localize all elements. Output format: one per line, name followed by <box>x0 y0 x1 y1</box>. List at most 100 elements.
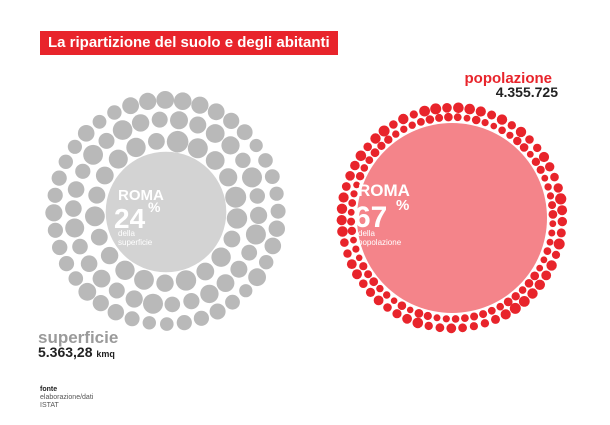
popolazione-small-bubble <box>458 323 467 333</box>
superficie-small-bubble <box>92 269 111 288</box>
popolazione-small-bubble <box>470 312 479 321</box>
superficie-small-bubble <box>51 170 67 186</box>
superficie-small-bubble <box>196 262 215 281</box>
popolazione-small-bubble <box>337 226 348 237</box>
superficie-unit: kmq <box>96 349 115 359</box>
popolazione-small-bubble <box>555 193 567 205</box>
popolazione-small-bubble <box>480 319 490 328</box>
superficie-label: superficie <box>38 328 119 347</box>
superficie-small-bubble <box>92 114 107 129</box>
popolazione-small-bubble <box>338 192 349 203</box>
superficie-small-bubble <box>193 310 209 326</box>
popolazione-small-bubble <box>444 112 453 122</box>
popolazione-small-bubble <box>365 156 374 165</box>
popolazione-small-bubble <box>551 250 561 259</box>
superficie-small-bubble <box>225 186 247 208</box>
popolazione-small-bubble <box>350 160 360 171</box>
popolazione-small-bubble <box>370 133 381 144</box>
popolazione-small-bubble <box>430 103 442 115</box>
popolazione-small-bubble <box>409 110 418 119</box>
popolazione-small-bubble <box>347 226 357 236</box>
popolazione-small-bubble <box>546 192 555 200</box>
popolazione-small-bubble <box>336 203 348 214</box>
superficie-small-bubble <box>239 284 253 298</box>
superficie-small-bubble <box>77 125 95 142</box>
superficie-small-bubble <box>248 268 266 287</box>
superficie-small-bubble <box>65 200 82 217</box>
popolazione-small-bubble <box>369 277 379 287</box>
popolazione-small-bubble <box>419 105 430 117</box>
popolazione-small-bubble <box>496 114 508 125</box>
popolazione-small-bubble <box>363 142 373 152</box>
popolazione-small-bubble <box>400 125 408 133</box>
popolazione-small-bubble <box>498 126 506 135</box>
superficie-small-bubble <box>67 139 82 154</box>
superficie-small-bubble <box>142 316 156 330</box>
popolazione-small-bubble <box>546 260 557 271</box>
popolazione-small-bubble <box>346 259 357 269</box>
popolazione-small-bubble <box>402 313 412 324</box>
popolazione-small-bubble <box>343 249 352 258</box>
popolazione-small-bubble <box>424 321 433 331</box>
popolazione-small-bubble <box>500 309 511 320</box>
popolazione-small-bubble <box>469 322 478 331</box>
popolazione-small-bubble <box>347 208 355 216</box>
popolazione-small-bubble <box>481 119 489 127</box>
popolazione-small-bubble <box>353 181 360 189</box>
popolazione-small-bubble <box>553 238 565 250</box>
popolazione-cluster <box>336 102 568 334</box>
superficie-small-bubble <box>268 220 285 237</box>
popolazione-small-bubble <box>475 106 486 117</box>
popolazione-small-bubble <box>471 115 481 125</box>
popolazione-small-bubble <box>526 150 534 158</box>
popolazione-small-bubble <box>496 302 505 311</box>
popolazione-small-bubble <box>453 113 462 122</box>
superficie-small-bubble <box>226 208 248 229</box>
superficie-value: 5.363,28 <box>38 344 93 360</box>
source-line-1: elaborazione/dati <box>40 394 94 401</box>
superficie-small-bubble <box>115 260 135 280</box>
superficie-small-bubble <box>126 137 146 158</box>
popolazione-small-bubble <box>355 150 367 162</box>
superficie-small-bubble <box>98 132 115 149</box>
popolazione-small-bubble <box>550 172 559 182</box>
popolazione-sub-label-2: popolazione <box>358 238 402 247</box>
popolazione-small-bubble <box>350 236 357 244</box>
superficie-small-bubble <box>88 186 106 204</box>
superficie-small-bubble <box>78 282 97 301</box>
superficie-small-bubble <box>45 204 63 222</box>
popolazione-small-bubble <box>377 141 386 150</box>
popolazione-small-bubble <box>491 314 500 324</box>
popolazione-small-bubble <box>530 271 540 281</box>
superficie-small-bubble <box>223 112 240 129</box>
superficie-small-bubble <box>72 238 88 255</box>
superficie-small-bubble <box>90 228 108 246</box>
popolazione-small-bubble <box>365 287 376 297</box>
source-title: fonte <box>40 386 58 393</box>
popolazione-small-bubble <box>359 279 368 289</box>
popolazione-small-bubble <box>518 286 527 294</box>
popolazione-small-bubble <box>442 315 450 323</box>
popolazione-small-bubble <box>548 229 556 237</box>
popolazione-small-bubble <box>408 121 416 129</box>
popolazione-small-bubble <box>376 284 384 293</box>
superficie-small-bubble <box>52 239 68 256</box>
superficie-small-bubble <box>183 293 200 310</box>
popolazione-small-bubble <box>423 311 432 321</box>
superficie-share-bubble <box>105 151 227 273</box>
popolazione-city-label: ROMA <box>358 181 410 200</box>
superficie-small-bubble <box>211 247 231 267</box>
superficie-small-bubble <box>160 317 174 331</box>
source-line-2: ISTAT <box>40 402 59 409</box>
superficie-small-bubble <box>249 188 265 204</box>
superficie-small-bubble <box>242 167 262 188</box>
popolazione-small-bubble <box>340 238 349 247</box>
popolazione-small-bubble <box>506 131 514 139</box>
popolazione-sub-label-1: della <box>358 229 375 238</box>
superficie-small-bubble <box>139 92 157 110</box>
popolazione-small-bubble <box>557 216 567 227</box>
superficie-small-bubble <box>124 311 140 327</box>
superficie-small-bubble <box>170 111 188 130</box>
popolazione-small-bubble <box>524 279 534 288</box>
superficie-small-bubble <box>166 130 189 153</box>
